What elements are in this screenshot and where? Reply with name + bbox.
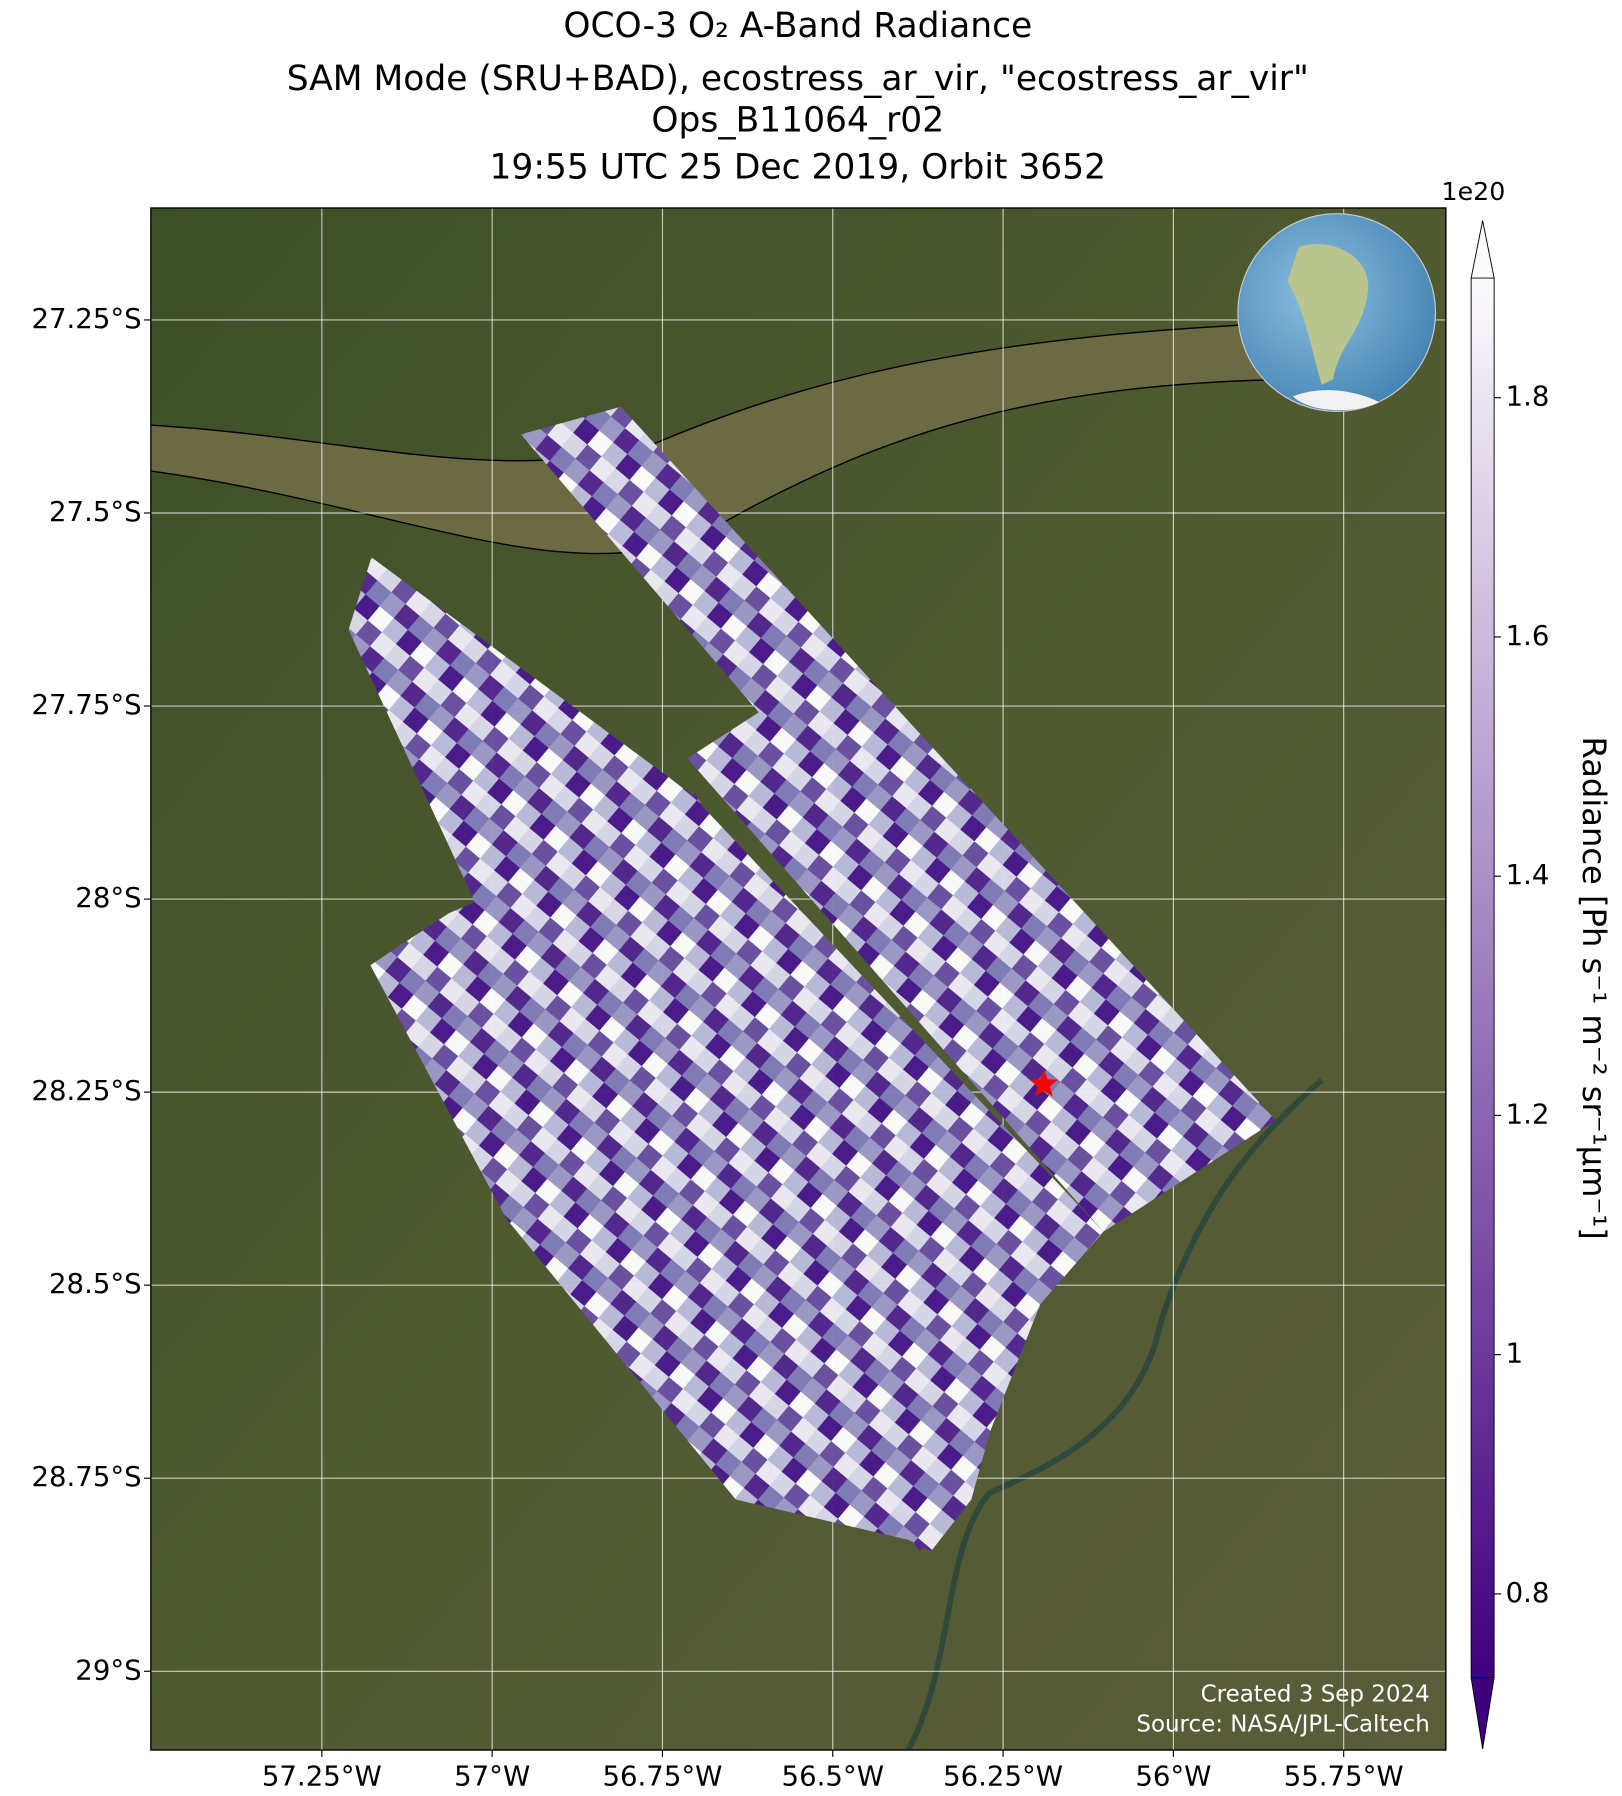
colorbar-extend xyxy=(1470,1677,1495,1749)
colorbar-tick-label: 1.6 xyxy=(1506,619,1550,652)
x-tick-label: 56°W xyxy=(1135,1760,1211,1793)
colorbar-tick-label: 1 xyxy=(1506,1337,1524,1370)
map-frame xyxy=(150,207,1447,1751)
x-tick-label: 56.5°W xyxy=(782,1760,884,1793)
stream xyxy=(905,1077,1324,1751)
y-tick-label: 28.75°S xyxy=(31,1460,141,1493)
colorbar-tick-label: 0.8 xyxy=(1506,1576,1550,1609)
x-tick-label: 56.25°W xyxy=(943,1760,1063,1793)
y-tick-label: 28°S xyxy=(75,881,141,914)
x-tick-label: 57.25°W xyxy=(262,1760,382,1793)
swaths xyxy=(348,406,1276,1552)
y-tick-label: 27.25°S xyxy=(31,302,141,335)
swath xyxy=(520,406,1276,1232)
map xyxy=(150,207,1446,1751)
swath xyxy=(370,792,1001,1552)
inset-globe xyxy=(1237,213,1437,412)
colorbar-tick-label: 1.2 xyxy=(1506,1097,1550,1130)
y-tick-label: 28.5°S xyxy=(49,1267,142,1300)
title: OCO-3 O₂ A-Band Radiance xyxy=(563,6,1032,46)
title: SAM Mode (SRU+BAD), ecostress_ar_vir, "e… xyxy=(287,59,1309,99)
y-tick-label: 27.75°S xyxy=(31,688,141,721)
colorbar xyxy=(1471,278,1495,1678)
colorbar-extend xyxy=(1470,220,1495,279)
x-tick-label: 57°W xyxy=(454,1760,530,1793)
credit: Created 3 Sep 2024 xyxy=(1201,1681,1430,1707)
target-star xyxy=(1029,1069,1059,1097)
river xyxy=(150,321,1322,554)
credit: Source: NASA/JPL-Caltech xyxy=(1136,1711,1429,1737)
x-tick-label: 56.75°W xyxy=(602,1760,722,1793)
colorbar-label: Radiance [Ph s⁻¹ m⁻² sr⁻¹μm⁻¹] xyxy=(1575,737,1613,1240)
colorbar-tick-label: 1.8 xyxy=(1506,380,1550,413)
y-tick-label: 27.5°S xyxy=(49,495,142,528)
y-tick-label: 29°S xyxy=(75,1653,141,1686)
title: Ops_B11064_r02 xyxy=(651,100,944,140)
y-tick-label: 28.25°S xyxy=(31,1074,141,1107)
x-tick-label: 55.75°W xyxy=(1284,1760,1404,1793)
title: 19:55 UTC 25 Dec 2019, Orbit 3652 xyxy=(489,147,1106,187)
colorbar-tick-label: 1.4 xyxy=(1506,858,1550,891)
colorbar-offset: 1e20 xyxy=(1442,177,1506,206)
